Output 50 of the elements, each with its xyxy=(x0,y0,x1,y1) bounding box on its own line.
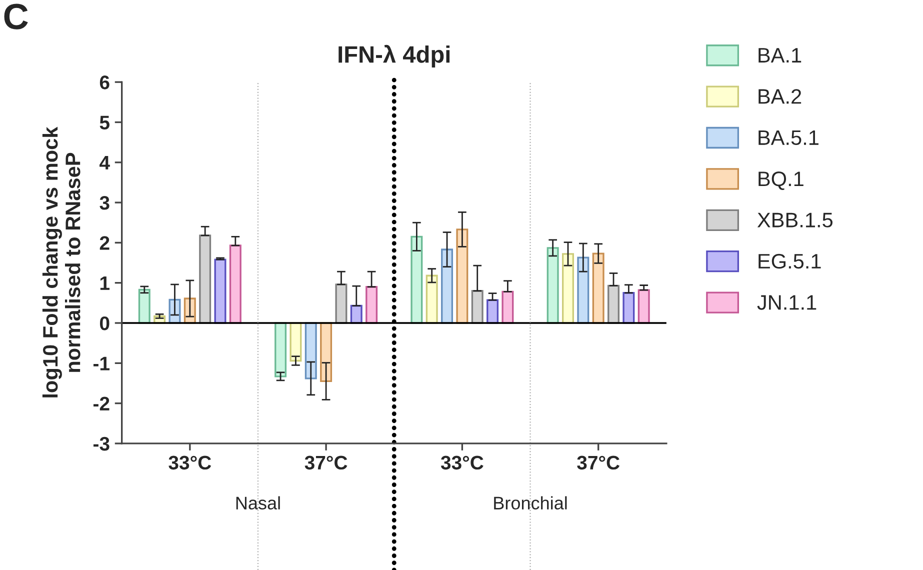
y-tick-label: -2 xyxy=(94,396,110,410)
bar xyxy=(486,299,499,324)
y-tick-label: 0 xyxy=(100,316,110,330)
legend-label: BA.1 xyxy=(758,48,802,62)
x-tick-label: 33°C xyxy=(440,456,484,470)
y-tick-label: -3 xyxy=(94,436,110,451)
legend-label: BA.2 xyxy=(758,89,802,104)
y-tick-label: 1 xyxy=(100,276,110,290)
y-tick-label: 4 xyxy=(100,156,110,170)
bar xyxy=(471,290,484,324)
bar xyxy=(229,244,242,324)
legend-label: JN.1.1 xyxy=(757,295,816,310)
text: Nasal xyxy=(236,496,280,510)
bar xyxy=(608,284,620,324)
bar xyxy=(622,292,635,324)
text: C xyxy=(4,4,28,30)
bar xyxy=(304,322,317,380)
bar xyxy=(426,274,438,324)
chart-title: IFN-λ 4dpi xyxy=(338,44,450,68)
bar xyxy=(441,248,454,324)
y-tick-label: 5 xyxy=(100,116,110,130)
y-tick-label: 2 xyxy=(100,236,110,250)
legend-label: BQ.1 xyxy=(758,171,804,190)
legend-label: BA.5.1 xyxy=(758,130,818,146)
x-tick-label: 37°C xyxy=(577,456,620,470)
text: Bronchial xyxy=(494,496,567,510)
y-tick-label: -1 xyxy=(94,356,110,370)
bar xyxy=(138,288,150,324)
legend-label: EG.5.1 xyxy=(758,254,821,269)
x-tick-label: 37°C xyxy=(304,456,348,470)
bar xyxy=(562,253,574,324)
bar xyxy=(502,290,514,324)
bar xyxy=(199,234,212,324)
y-tick-label: 3 xyxy=(100,196,110,210)
legend-label: XBB.1.5 xyxy=(757,212,832,228)
y-tick-label: 6 xyxy=(100,76,110,90)
x-tick-label: 33°C xyxy=(168,456,212,470)
bar xyxy=(290,322,302,362)
bar xyxy=(320,322,332,382)
bar xyxy=(410,236,423,324)
bar xyxy=(577,256,590,324)
bar xyxy=(456,228,468,324)
bar xyxy=(638,289,650,324)
bar xyxy=(592,252,604,324)
bar xyxy=(274,322,287,378)
bar xyxy=(214,258,226,324)
bar xyxy=(366,286,378,324)
bar xyxy=(546,247,559,324)
y-axis-title: log10 Fold change vs mock normalised to RNaseP xyxy=(42,126,80,398)
bar xyxy=(335,284,348,324)
